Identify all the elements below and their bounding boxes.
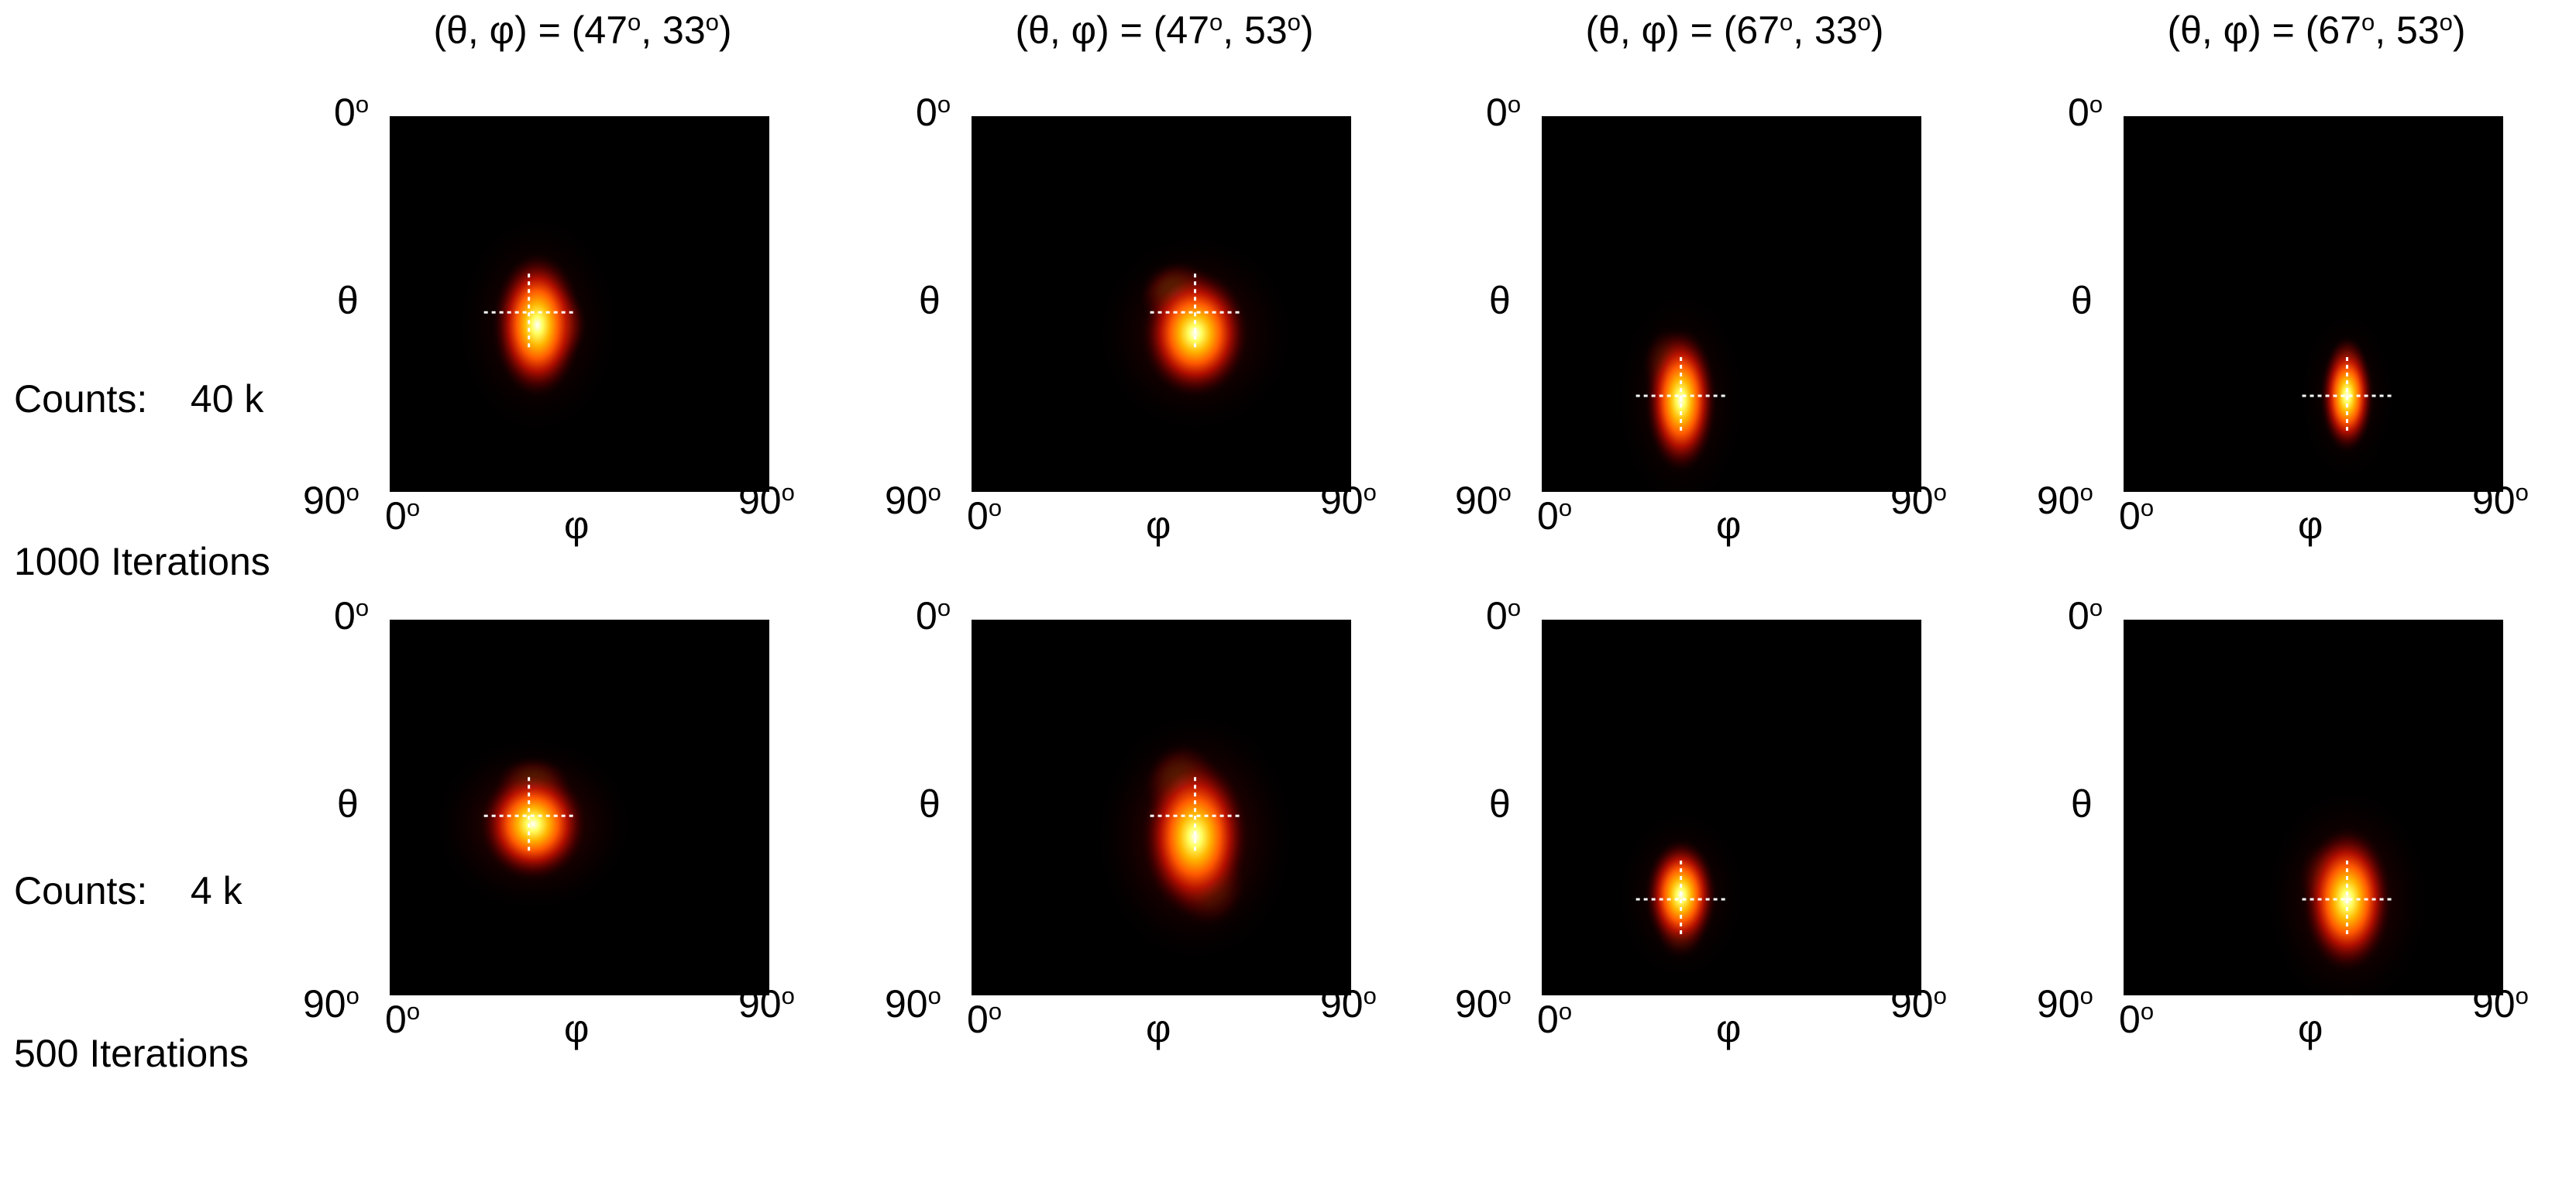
heatmap-image [2124,116,2503,492]
row-label: Counts: 4 k 500 Iterations [14,755,249,1189]
column-title: (θ, φ) = (47o, 33o) [433,8,732,52]
y-tick-label: 0o [1486,593,1522,637]
x-tick-label: 0o [1537,493,1573,538]
heatmap-svg [426,730,640,918]
x-tick-label: 90o [2472,981,2529,1026]
x-tick-label: 0o [2119,997,2155,1041]
heatmap-svg [1610,801,1752,989]
figure: (θ, φ) = (47o, 33o) (θ, φ) = (47o, 53o) … [14,8,2529,1075]
row-label-iterations: 1000 Iterations [14,540,270,583]
y-axis-label: θ [2071,278,2093,322]
row-label-iterations: 500 Iterations [14,1032,249,1075]
heatmap-image [1542,620,1921,995]
x-axis-label: φ [564,503,590,547]
y-tick-label: 0o [916,90,951,134]
x-axis-label: φ [1716,1007,1742,1050]
x-tick-label: 0o [385,997,421,1041]
column-title: (θ, φ) = (47o, 53o) [1015,8,1314,52]
heatmap-svg [1089,703,1302,971]
y-tick-label: 90o [885,478,941,522]
row-label: Counts: 40 k 1000 Iterations [14,263,270,697]
x-tick-label: 0o [967,997,1003,1041]
heatmap-image [390,620,769,995]
heatmap-svg [2258,778,2436,995]
x-tick-label: 90o [2472,478,2529,522]
x-tick-label: 0o [967,493,1003,538]
x-tick-label: 0o [1537,997,1573,1041]
y-tick-label: 90o [1455,478,1512,522]
column-title: (θ, φ) = (67o, 53o) [2167,8,2466,52]
x-axis-label: φ [1716,503,1742,547]
x-axis-label: φ [564,1007,590,1050]
row-label-counts: Counts: 40 k [14,377,264,421]
x-tick-label: 90o [738,981,795,1026]
y-tick-label: 0o [334,593,370,637]
x-axis-label: φ [1146,503,1171,547]
heatmap-image [2124,620,2503,995]
row-label-counts: Counts: 4 k [14,869,242,912]
heatmap-image [390,116,769,492]
heatmap-svg [1610,280,1752,492]
y-tick-label: 0o [2068,593,2103,637]
y-tick-label: 90o [2037,478,2093,522]
x-tick-label: 90o [1320,478,1377,522]
y-axis-label: θ [337,782,359,826]
intensity-peak [477,765,589,883]
y-axis-label: θ [919,782,941,826]
intensity-peak [1643,325,1718,476]
x-axis-label: φ [2298,1007,2323,1050]
intensity-peak [490,249,584,400]
y-tick-label: 0o [1486,90,1522,134]
y-axis-label: θ [1489,278,1511,322]
y-tick-label: 90o [303,478,359,522]
y-axis-label: θ [919,278,941,322]
y-tick-label: 90o [2037,981,2093,1026]
heatmap-image [1542,116,1921,492]
heatmap-svg [1089,226,1302,441]
y-axis-label: θ [2071,782,2093,826]
x-axis-label: φ [1146,1007,1171,1050]
y-tick-label: 0o [334,90,370,134]
x-tick-label: 90o [1890,478,1947,522]
x-tick-label: 90o [1320,981,1377,1026]
y-tick-label: 90o [1455,981,1512,1026]
intensity-peak [1139,753,1251,920]
y-axis-label: θ [337,278,359,322]
y-tick-label: 0o [2068,90,2103,134]
y-tick-label: 0o [916,593,951,637]
x-tick-label: 0o [2119,493,2155,538]
y-tick-label: 90o [885,981,941,1026]
heatmap-image [972,620,1351,995]
y-axis-label: θ [1489,782,1511,826]
x-tick-label: 0o [385,493,421,538]
heatmap-svg [2293,302,2401,490]
x-axis-label: φ [2298,503,2323,547]
y-tick-label: 90o [303,981,359,1026]
intensity-peak [1139,266,1251,400]
x-tick-label: 90o [1890,981,1947,1026]
column-title: (θ, φ) = (67o, 33o) [1585,8,1884,52]
x-tick-label: 90o [738,478,795,522]
heatmap-image [972,116,1351,492]
heatmap-svg [449,204,626,445]
